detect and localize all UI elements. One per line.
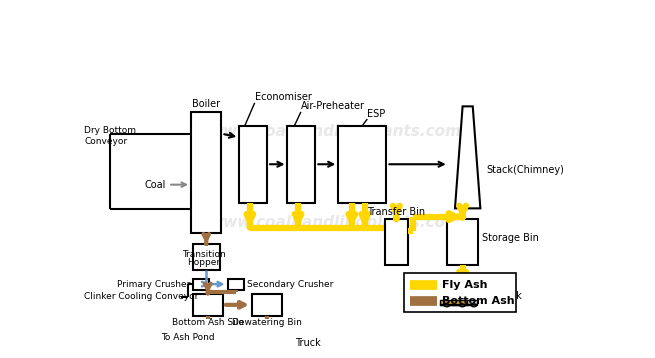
Text: Bottom Ash Silo: Bottom Ash Silo: [172, 318, 244, 327]
Text: Hopper: Hopper: [187, 258, 221, 267]
Text: Clinker Cooling Conveyor: Clinker Cooling Conveyor: [84, 292, 198, 301]
Polygon shape: [455, 106, 480, 208]
Text: ESP: ESP: [367, 109, 386, 119]
Text: Transition: Transition: [182, 250, 226, 259]
Bar: [440, 300, 467, 305]
Text: Air-Preheater: Air-Preheater: [301, 101, 365, 111]
Bar: [239, 126, 267, 203]
Circle shape: [472, 304, 476, 307]
Text: www.coalhandlingplants.com: www.coalhandlingplants.com: [210, 124, 462, 139]
Text: Truck: Truck: [295, 338, 321, 348]
Text: Dry Bottom
Conveyor: Dry Bottom Conveyor: [84, 126, 136, 146]
Bar: [227, 279, 244, 290]
Text: Primary Crusher: Primary Crusher: [117, 280, 190, 289]
Text: Stack(Chimney): Stack(Chimney): [487, 165, 565, 175]
Text: Boiler: Boiler: [192, 99, 220, 109]
Text: Economiser: Economiser: [255, 92, 312, 102]
Bar: [467, 300, 477, 304]
Circle shape: [460, 304, 465, 307]
Bar: [272, 345, 282, 350]
Text: Bottom Ash: Bottom Ash: [442, 296, 515, 306]
Bar: [404, 273, 516, 312]
Bar: [193, 294, 223, 316]
Bar: [193, 244, 221, 270]
Text: www.coalhandlingplants.com: www.coalhandlingplants.com: [210, 215, 462, 229]
Circle shape: [444, 304, 449, 307]
Bar: [193, 279, 210, 290]
Text: Coal: Coal: [144, 180, 166, 190]
Text: Storage Bin: Storage Bin: [482, 233, 539, 243]
Circle shape: [265, 349, 269, 352]
Bar: [288, 126, 316, 203]
Text: Truck: Truck: [496, 291, 521, 301]
Text: Transfer Bin: Transfer Bin: [367, 207, 425, 217]
Bar: [440, 304, 477, 305]
Bar: [245, 345, 272, 350]
Bar: [385, 219, 408, 265]
Bar: [191, 112, 221, 233]
Text: Dewatering Bin: Dewatering Bin: [233, 318, 302, 327]
Circle shape: [249, 349, 254, 352]
Text: Secondary Crusher: Secondary Crusher: [248, 280, 334, 289]
Bar: [447, 219, 478, 265]
Text: Fly Ash: Fly Ash: [442, 280, 488, 290]
Text: To Ash Pond: To Ash Pond: [160, 333, 214, 342]
Bar: [252, 294, 282, 316]
Bar: [338, 126, 386, 203]
Circle shape: [276, 349, 281, 352]
